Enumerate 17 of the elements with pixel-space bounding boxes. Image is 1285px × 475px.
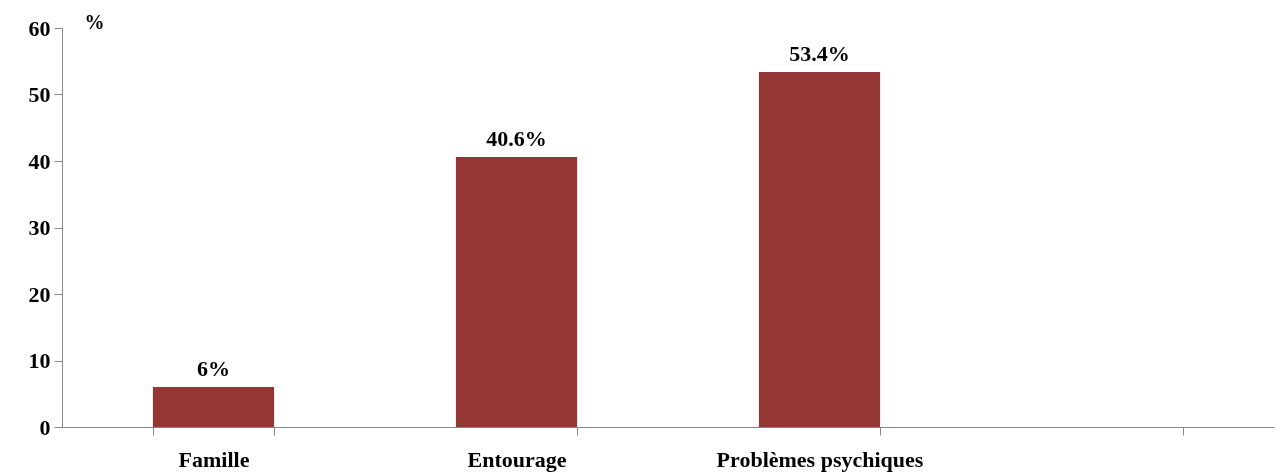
y-tick-label: 0 (39, 414, 51, 440)
y-tick-label: 50 (28, 82, 51, 107)
y-tick-label: 60 (28, 15, 51, 41)
x-tick-label: Entourage (467, 446, 567, 472)
y-tick-label: 20 (28, 281, 51, 307)
y-tick-label: 30 (28, 215, 51, 240)
x-tick-label: Problèmes psychiques (716, 446, 924, 472)
data-label: 40.6% (486, 126, 547, 152)
y-tick-label: 40 (28, 148, 51, 174)
x-tick-label: Famille (178, 446, 250, 472)
data-label: 6% (197, 356, 230, 382)
y-axis-title: % (84, 10, 105, 33)
bar (758, 71, 881, 427)
y-tick-label: 10 (28, 348, 51, 373)
bar (455, 157, 578, 427)
bar (152, 387, 275, 427)
data-label: 53.4% (789, 40, 850, 66)
